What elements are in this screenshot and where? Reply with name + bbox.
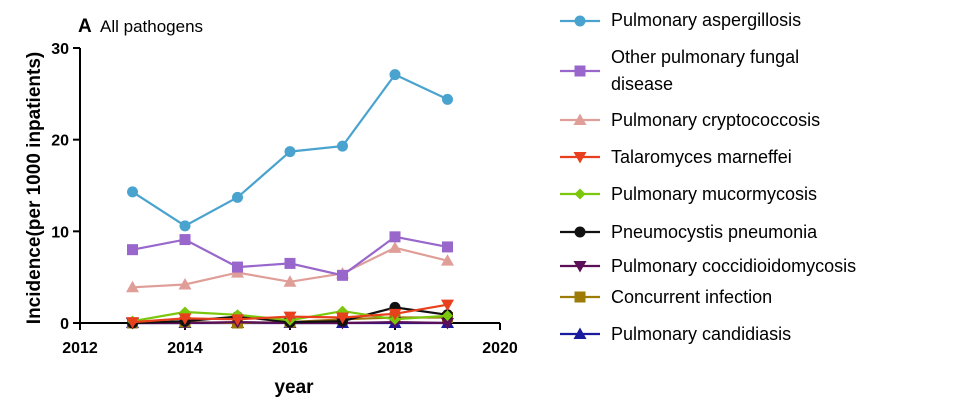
series-2	[127, 231, 453, 281]
data-point	[389, 231, 401, 243]
series-group	[126, 69, 454, 330]
legend-label: Concurrent infection	[611, 287, 772, 307]
legend-label: Talaromyces marneffei	[611, 147, 792, 167]
x-tick-label: 2020	[482, 340, 518, 357]
x-tick-label: 2018	[377, 340, 413, 357]
legend-marker	[573, 113, 587, 125]
data-point	[231, 314, 244, 326]
y-tick-label: 20	[51, 133, 69, 150]
x-tick-label: 2014	[167, 340, 203, 357]
data-point	[283, 275, 297, 287]
data-point	[178, 278, 192, 290]
y-tick-label: 0	[60, 316, 69, 333]
legend-item-6: Pneumocystis pneumonia	[560, 222, 818, 242]
data-point	[284, 146, 296, 158]
series-4	[126, 299, 454, 329]
data-point	[126, 280, 139, 293]
data-point	[388, 241, 402, 253]
data-point	[178, 313, 192, 325]
legend-label: Other pulmonary fungal disease	[611, 47, 799, 94]
legend-marker	[574, 15, 586, 27]
data-point	[442, 310, 453, 322]
data-point	[179, 234, 191, 246]
legend-marker	[574, 291, 586, 303]
x-axis-title: year	[274, 377, 314, 398]
legend-marker	[574, 188, 586, 200]
y-tick-label: 30	[51, 41, 69, 58]
legend-marker	[573, 327, 587, 339]
legend-item-2: Other pulmonary fungal disease	[560, 47, 799, 94]
data-point	[441, 299, 454, 312]
data-point	[126, 317, 139, 329]
series-1	[127, 69, 453, 232]
legend-item-4: Talaromyces marneffei	[560, 147, 792, 167]
data-point	[442, 93, 453, 105]
legend-item-7: Pulmonary coccidioidomycosis	[560, 256, 856, 276]
data-point	[127, 186, 138, 198]
data-point	[284, 257, 296, 269]
axes: 0 10 20 30 2012 2014 2016 2018 2020	[51, 41, 518, 357]
legend-item-1: Pulmonary aspergillosis	[560, 10, 801, 30]
data-point	[441, 318, 454, 330]
legend-item-3: Pulmonary cryptococcosis	[560, 110, 820, 130]
legend-label: Pulmonary coccidioidomycosis	[611, 256, 856, 276]
y-tick-label: 10	[51, 224, 69, 241]
legend-item-8: Concurrent infection	[560, 287, 772, 307]
y-axis-title: Incidence(per 1000 inpatients)	[24, 52, 45, 324]
legend-marker	[573, 261, 587, 273]
legend-label: Pulmonary cryptococcosis	[611, 110, 820, 130]
legend-label: Pulmonary aspergillosis	[611, 10, 801, 30]
x-tick-label: 2016	[272, 340, 308, 357]
legend-label: Pneumocystis pneumonia	[611, 222, 818, 242]
legend-marker	[574, 226, 586, 238]
legend: Pulmonary aspergillosis Other pulmonary f…	[560, 10, 856, 344]
data-point	[388, 308, 402, 321]
data-point	[337, 140, 348, 152]
data-point	[232, 191, 243, 203]
legend-item-9: Pulmonary candidiasis	[560, 324, 791, 344]
data-point	[336, 312, 349, 324]
data-point	[283, 311, 297, 324]
panel-letter: A	[78, 16, 92, 37]
data-point	[232, 261, 243, 273]
legend-marker	[573, 152, 587, 164]
data-point	[389, 69, 401, 81]
x-tick-label: 2012	[62, 340, 98, 357]
chart-title: All pathogens	[100, 17, 203, 36]
legend-marker	[574, 65, 586, 77]
data-point	[442, 241, 453, 253]
data-point	[441, 254, 454, 266]
legend-item-5: Pulmonary mucormycosis	[560, 184, 817, 204]
data-point	[127, 244, 138, 256]
data-point	[179, 220, 191, 232]
data-point	[337, 269, 348, 281]
legend-label: Pulmonary mucormycosis	[611, 184, 817, 204]
legend-label: Pulmonary candidiasis	[611, 324, 791, 344]
